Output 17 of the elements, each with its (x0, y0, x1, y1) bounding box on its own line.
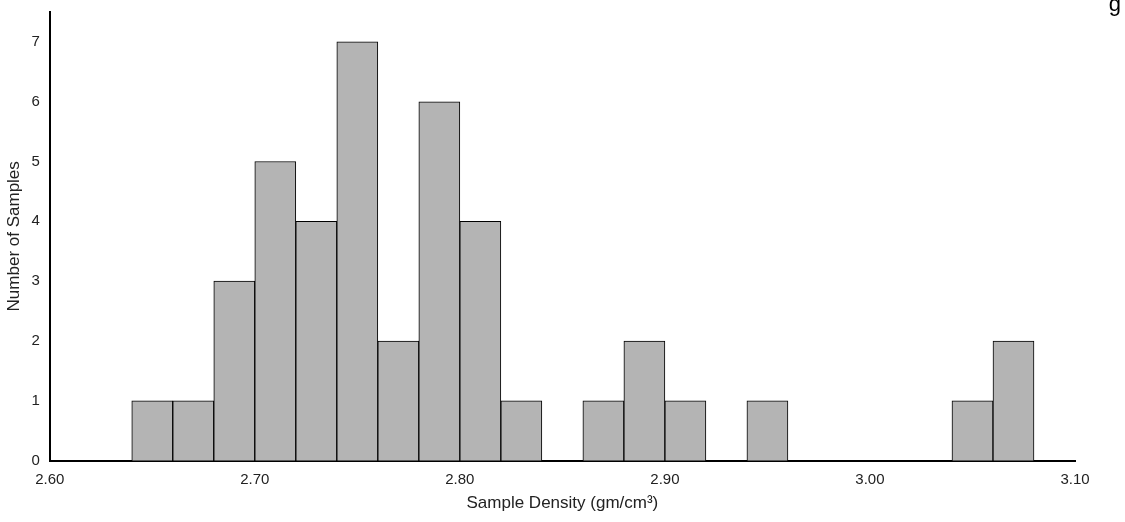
y-tick-label: 5 (31, 151, 40, 169)
y-tick-label: 3 (31, 271, 40, 289)
x-tick-label: 2.70 (240, 469, 270, 487)
y-tick-label: 4 (31, 211, 40, 229)
x-axis-title: Sample Density (gm/cm³) (466, 493, 659, 513)
y-tick-label: 1 (31, 390, 40, 408)
x-tick-label: 2.80 (445, 469, 475, 487)
y-tick-label: 7 (31, 32, 40, 50)
y-axis-title: Number of Samples (3, 161, 23, 312)
x-tick-label: 2.60 (35, 469, 65, 487)
x-tick-label: 3.10 (1060, 469, 1090, 487)
text: g (1108, 0, 1121, 17)
x-tick-label: 3.00 (855, 469, 885, 487)
y-tick-label: 2 (31, 331, 40, 349)
x-tick-label: 2.90 (650, 469, 680, 487)
y-tick-label: 0 (31, 450, 40, 468)
y-tick-label: 6 (31, 91, 40, 109)
